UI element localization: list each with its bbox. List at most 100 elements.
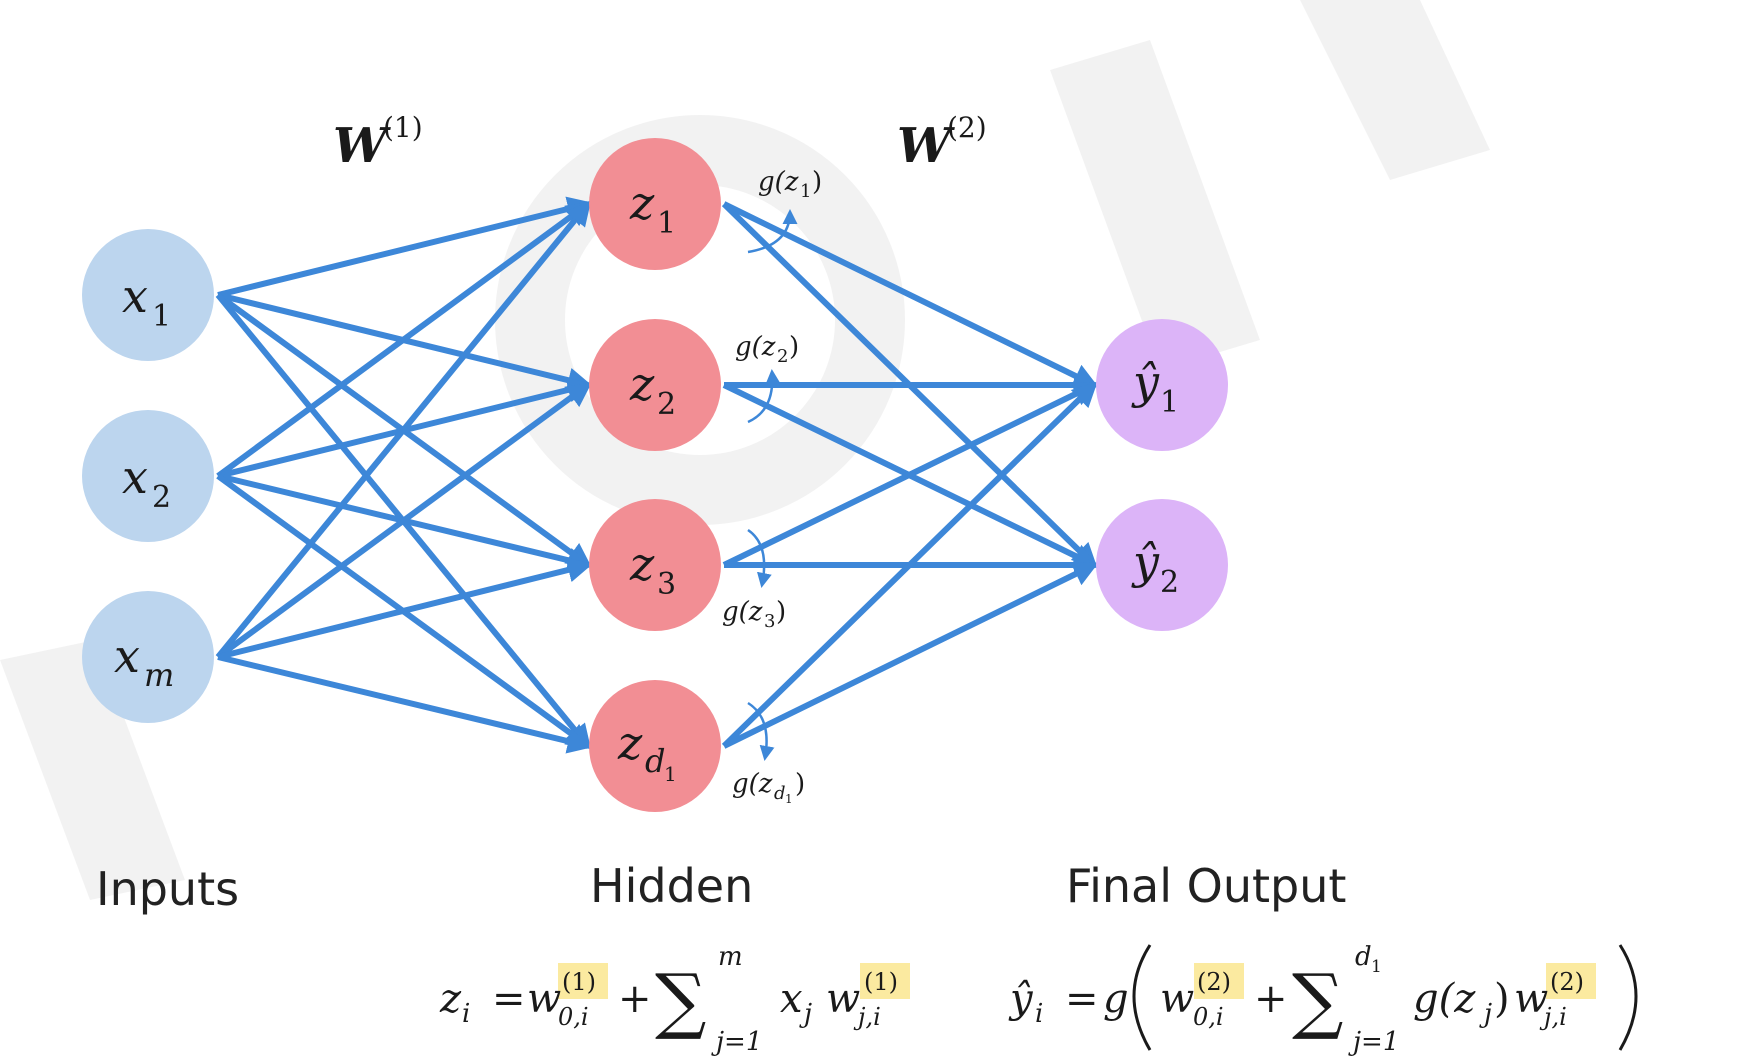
svg-text:d: d xyxy=(1355,942,1372,972)
svg-text:1: 1 xyxy=(152,299,171,334)
svg-text:0,i: 0,i xyxy=(1193,1003,1224,1031)
svg-text:x: x xyxy=(780,976,803,1022)
svg-text:x: x xyxy=(122,450,148,504)
output-node-y1: ŷ 1 xyxy=(1096,319,1228,451)
svg-text:w: w xyxy=(527,976,561,1022)
svg-text:(2): (2) xyxy=(1197,968,1231,996)
hidden-layer-equation: z i = w (1) 0,i + ∑ m j=1 x j w (1) j,i xyxy=(439,942,910,1057)
watermark xyxy=(0,0,1490,900)
svg-text:ŷ: ŷ xyxy=(1131,535,1160,589)
weight-label-w2: W (2) xyxy=(897,111,987,174)
svg-text:z: z xyxy=(617,716,643,770)
left-paren xyxy=(1132,944,1152,1051)
column-label-output: Final Output xyxy=(1066,859,1346,913)
svg-text:): ) xyxy=(795,769,805,799)
svg-text:g(z: g(z xyxy=(758,167,799,197)
svg-text:g(z: g(z xyxy=(722,597,763,627)
hidden-node-z1: z 1 xyxy=(589,138,721,270)
column-label-hidden: Hidden xyxy=(590,859,753,913)
svg-text:w: w xyxy=(1514,976,1548,1022)
edge-hidden-3-output-1 xyxy=(722,562,1099,749)
activation-g-z1: g(z 1 ) xyxy=(747,167,822,254)
svg-text:+: + xyxy=(1254,976,1288,1022)
edge-input-2-hidden-3 xyxy=(217,654,593,754)
svg-text:j,i: j,i xyxy=(853,1003,881,1031)
svg-text:z: z xyxy=(629,357,655,411)
svg-text:(1): (1) xyxy=(864,968,898,996)
connection-edges xyxy=(215,196,1100,754)
activation-g-zd1: g(z d 1 ) xyxy=(732,701,805,806)
edge-input-2-hidden-1 xyxy=(216,382,593,660)
svg-text:+: + xyxy=(618,976,652,1022)
hidden-node-z2: z 2 xyxy=(589,319,721,451)
svg-text:2: 2 xyxy=(152,480,171,515)
svg-text:(1): (1) xyxy=(562,968,596,996)
svg-text:ŷ: ŷ xyxy=(1008,976,1034,1022)
hidden-node-z3: z 3 xyxy=(589,499,721,631)
svg-text:g: g xyxy=(1103,976,1129,1022)
svg-text:j,i: j,i xyxy=(1539,1003,1567,1031)
column-label-inputs: Inputs xyxy=(96,862,239,916)
output-layer-equation: ŷ i = g w (2) 0,i + ∑ d 1 j=1 g(z j ) w … xyxy=(1008,942,1638,1057)
svg-text:1: 1 xyxy=(785,792,793,806)
svg-text:(2): (2) xyxy=(947,111,987,144)
svg-text:∑: ∑ xyxy=(655,958,706,1042)
svg-text:i: i xyxy=(1035,999,1043,1029)
svg-text:): ) xyxy=(812,167,822,197)
svg-text:z: z xyxy=(629,176,655,230)
svg-text:x: x xyxy=(114,629,140,683)
svg-text:w: w xyxy=(826,976,860,1022)
svg-text:1: 1 xyxy=(664,762,677,786)
svg-text:g(z: g(z xyxy=(732,769,773,799)
svg-text:j: j xyxy=(1479,999,1492,1029)
svg-text:x: x xyxy=(122,269,148,323)
svg-text:m: m xyxy=(144,656,174,694)
svg-text:d: d xyxy=(774,783,786,804)
svg-text:d: d xyxy=(645,742,665,780)
output-node-y2: ŷ 2 xyxy=(1096,499,1228,631)
svg-text:0,i: 0,i xyxy=(558,1003,589,1031)
edge-hidden-0-output-0 xyxy=(722,201,1099,388)
edge-input-1-hidden-0 xyxy=(216,201,593,479)
svg-text:m: m xyxy=(718,942,743,972)
svg-text:j=1: j=1 xyxy=(1348,1027,1399,1057)
hidden-node-zd1: z d 1 xyxy=(589,680,721,812)
edge-input-2-hidden-0 xyxy=(215,200,592,659)
edge-input-0-hidden-0 xyxy=(217,196,593,298)
edge-hidden-3-output-0 xyxy=(721,381,1098,749)
svg-text:=: = xyxy=(1065,976,1099,1022)
svg-text:): ) xyxy=(776,597,786,627)
svg-text:): ) xyxy=(1494,976,1510,1022)
svg-text:i: i xyxy=(462,999,470,1029)
input-node-xm: x m xyxy=(82,591,214,723)
svg-text:(2): (2) xyxy=(1550,968,1584,996)
svg-text:(1): (1) xyxy=(383,111,423,144)
svg-text:2: 2 xyxy=(1160,565,1179,600)
svg-text:ŷ: ŷ xyxy=(1131,355,1160,409)
svg-text:W: W xyxy=(333,118,391,174)
svg-text:z: z xyxy=(629,537,655,591)
svg-text:g(z: g(z xyxy=(735,332,776,362)
right-paren xyxy=(1618,944,1638,1051)
activation-g-z3: g(z 3 ) xyxy=(722,528,786,632)
svg-text:1: 1 xyxy=(800,181,811,202)
svg-text:2: 2 xyxy=(777,346,788,367)
svg-text:w: w xyxy=(1160,976,1194,1022)
weight-label-w1: W (1) xyxy=(333,111,423,174)
input-node-x1: x 1 xyxy=(82,229,214,361)
svg-text:): ) xyxy=(789,332,799,362)
edge-hidden-2-output-0 xyxy=(722,382,1099,568)
activation-g-z2: g(z 2 ) xyxy=(735,332,799,424)
svg-text:z: z xyxy=(439,976,462,1022)
input-node-x2: x 2 xyxy=(82,410,214,542)
svg-text:1: 1 xyxy=(1371,957,1382,977)
svg-text:2: 2 xyxy=(657,387,676,422)
svg-text:g(z: g(z xyxy=(1413,976,1476,1022)
edge-input-2-hidden-2 xyxy=(217,557,593,660)
svg-text:3: 3 xyxy=(764,611,775,632)
svg-text:1: 1 xyxy=(1160,385,1179,420)
svg-text:3: 3 xyxy=(657,567,676,602)
svg-text:j=1: j=1 xyxy=(711,1027,762,1057)
svg-text:∑: ∑ xyxy=(1292,958,1343,1042)
